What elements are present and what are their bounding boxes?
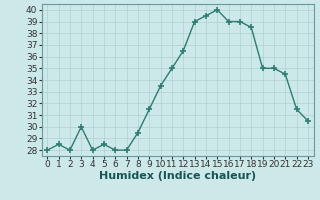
X-axis label: Humidex (Indice chaleur): Humidex (Indice chaleur) [99, 171, 256, 181]
